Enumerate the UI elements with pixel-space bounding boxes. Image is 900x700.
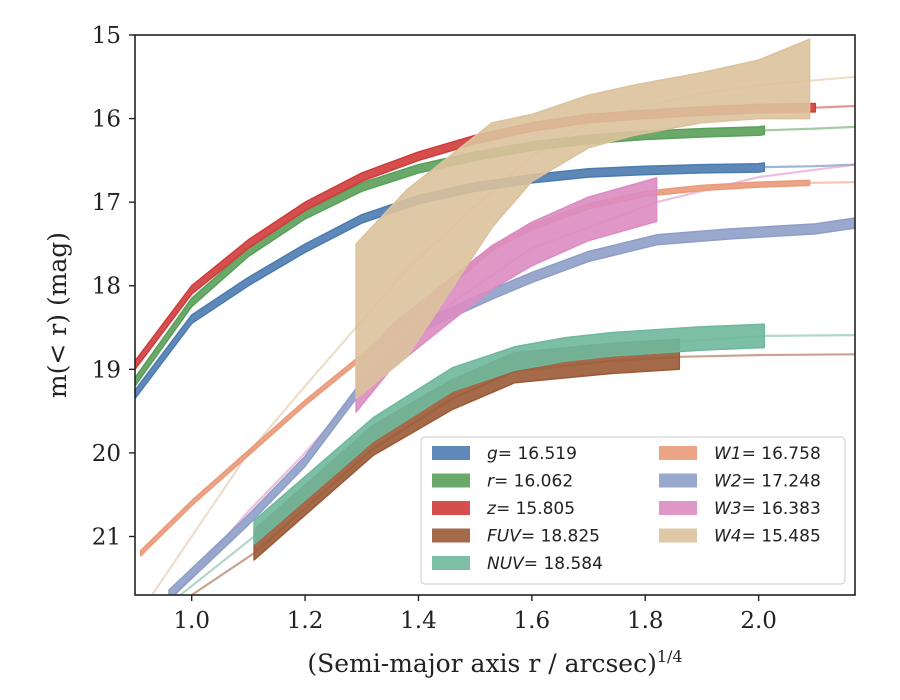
legend-label-g: g= 16.519 <box>487 444 577 464</box>
series-g-extrapolation <box>764 163 855 169</box>
legend-swatch-w4 <box>659 528 697 543</box>
plot-frame <box>134 34 856 596</box>
series-r-band <box>135 125 766 387</box>
legend-label-w2: W2= 17.248 <box>714 472 821 492</box>
series-nuv-band <box>253 323 766 545</box>
x-tick-label: 1.8 <box>627 608 664 634</box>
legend-label-fuv: FUV= 18.825 <box>487 527 600 547</box>
series-g-band <box>135 162 766 400</box>
y-tick-label: 18 <box>92 274 121 300</box>
legend-swatch-z <box>432 501 470 515</box>
series-w4-band <box>355 38 811 400</box>
y-tick-label: 15 <box>92 23 121 49</box>
legend-label-w3: W3= 16.383 <box>714 499 821 519</box>
series-bands <box>135 38 855 595</box>
x-tick-label: 2.0 <box>740 608 777 634</box>
legend-label-r: r= 16.062 <box>487 472 573 492</box>
y-tick-label: 20 <box>92 441 121 467</box>
x-tick-label: 1.0 <box>173 608 210 634</box>
legend-frame <box>420 436 846 585</box>
legend-label-w1: W1= 16.758 <box>714 444 821 464</box>
x-tick-label: 1.2 <box>287 608 324 634</box>
legend-swatch-r <box>432 473 470 488</box>
y-tick-label: 21 <box>92 524 121 550</box>
series-z-band <box>135 102 817 371</box>
legend-swatch-w1 <box>659 446 697 460</box>
series-z-extrapolation <box>815 104 855 109</box>
legend-label-nuv: NUV= 18.584 <box>487 554 603 574</box>
y-tick-label: 17 <box>92 190 121 216</box>
series-r-extrapolation <box>764 125 855 132</box>
legend-swatch-fuv <box>432 528 470 543</box>
y-axis-ticks: 15 16 17 18 19 20 21 <box>92 23 135 550</box>
y-tick-label: 19 <box>92 357 121 383</box>
x-axis-label: (Semi-major axis r / arcsec)1/4 <box>307 647 682 678</box>
legend-label-w4: W4= 15.485 <box>714 527 821 547</box>
x-tick-label: 1.6 <box>514 608 551 634</box>
x-tick-label: 1.4 <box>400 608 437 634</box>
x-axis-ticks: 1.0 1.2 1.4 1.6 1.8 2.0 <box>173 595 777 634</box>
legend-swatch-w2 <box>659 473 697 488</box>
legend-swatch-w3 <box>659 501 697 515</box>
legend-swatch-nuv <box>432 556 470 570</box>
legend: g= 16.519 r= 16.062 z= 15.805 FUV= 18.825 NU… <box>420 436 846 585</box>
legend-label-z: z= 15.805 <box>486 499 575 519</box>
y-tick-label: 16 <box>92 107 121 133</box>
legend-swatch-g <box>432 446 470 460</box>
y-axis-label: m(< r) (mag) <box>43 232 72 398</box>
series-w1-extrapolation <box>809 181 855 184</box>
